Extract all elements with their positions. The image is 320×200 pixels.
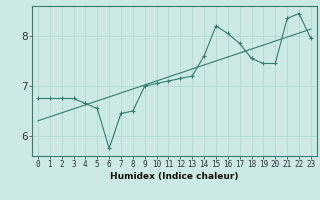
X-axis label: Humidex (Indice chaleur): Humidex (Indice chaleur) [110, 172, 239, 181]
